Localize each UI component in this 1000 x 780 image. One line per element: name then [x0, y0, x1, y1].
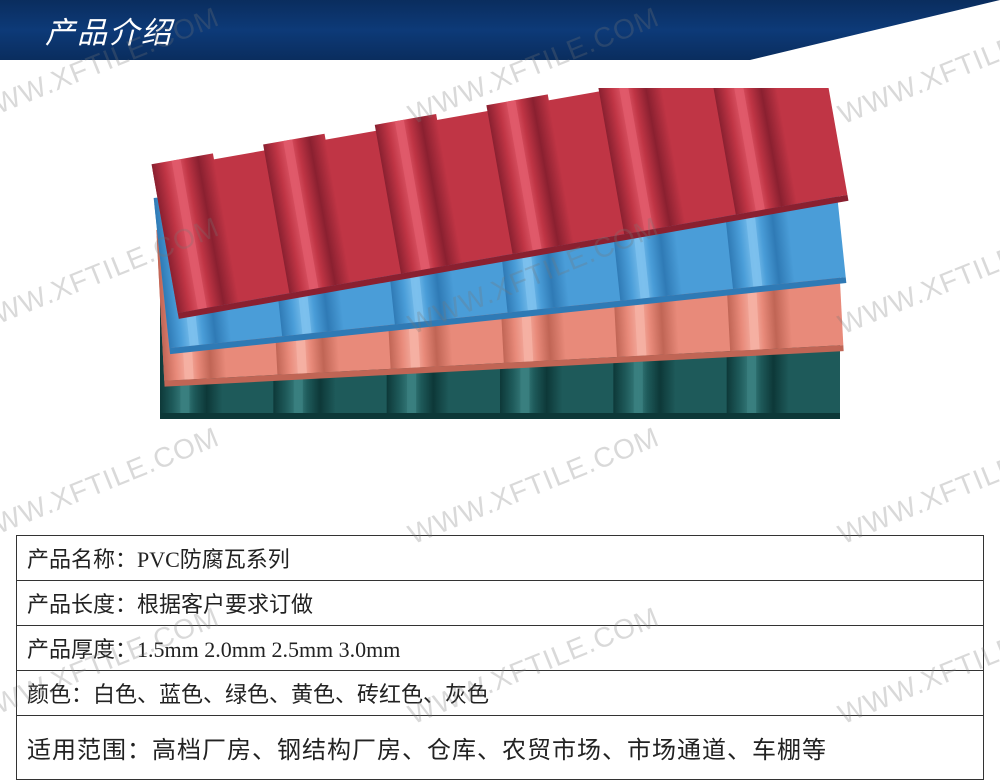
product-image-area: [0, 60, 1000, 535]
spec-row: 产品长度：根据客户要求订做: [17, 581, 984, 626]
spec-row: 产品名称：PVC防腐瓦系列: [17, 536, 984, 581]
spec-cell: 产品长度：根据客户要求订做: [17, 581, 984, 626]
spec-row: 颜色：白色、蓝色、绿色、黄色、砖红色、灰色: [17, 671, 984, 716]
spec-cell: 颜色：白色、蓝色、绿色、黄色、砖红色、灰色: [17, 671, 984, 716]
spec-cell: 产品名称：PVC防腐瓦系列: [17, 536, 984, 581]
spec-row: 产品厚度：1.5mm 2.0mm 2.5mm 3.0mm: [17, 626, 984, 671]
spec-table: 产品名称：PVC防腐瓦系列产品长度：根据客户要求订做产品厚度：1.5mm 2.0…: [16, 535, 984, 780]
page-title: 产品介绍: [45, 8, 173, 52]
spec-cell: 适用范围：高档厂房、钢结构厂房、仓库、农贸市场、市场通道、车棚等: [17, 716, 984, 780]
spec-cell: 产品厚度：1.5mm 2.0mm 2.5mm 3.0mm: [17, 626, 984, 671]
header-tail-shape: [750, 0, 1000, 60]
spec-row-scope: 适用范围：高档厂房、钢结构厂房、仓库、农贸市场、市场通道、车棚等: [17, 716, 984, 780]
roofing-sheets-graphic: [120, 88, 880, 508]
header-bar: 产品介绍: [0, 0, 1000, 60]
